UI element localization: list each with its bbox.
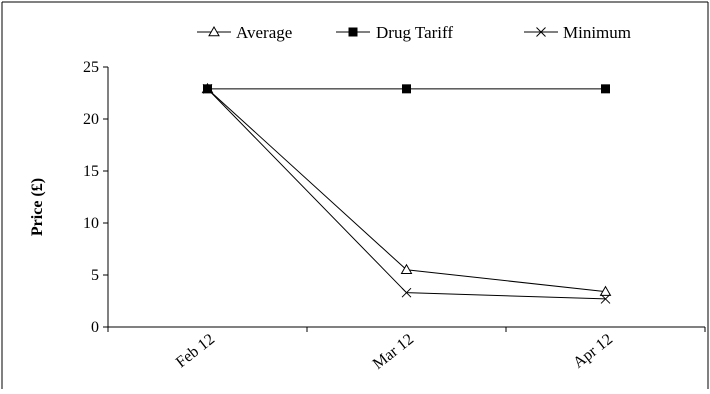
legend-marker-average [208,25,220,37]
legend-marker-minimum [536,27,546,37]
point-average-2 [599,285,612,296]
legend-marker-drug-tariff [348,27,358,37]
y-tick-label-15: 15 [83,163,99,180]
legend-item-drug-tariff: Drug Tariff [336,23,453,42]
point-minimum-1-stroke-b [401,287,412,298]
legend-label-drug-tariff: Drug Tariff [376,23,453,42]
y-tick-label-25: 25 [83,59,99,76]
point-minimum-1 [401,287,412,298]
legend-label-average: Average [236,23,292,42]
legend-item-minimum: Minimum [524,23,631,42]
point-minimum-2-stroke-b [600,294,611,304]
legend-item-average: Average [197,23,292,42]
point-average-1-shape [400,263,413,275]
legend-marker-minimum-stroke-b [536,27,546,37]
legend-label-minimum: Minimum [563,23,631,42]
point-minimum-0-stroke-b [202,83,213,94]
legend-marker-drug-tariff-shape [348,27,358,37]
y-tick-label-0: 0 [91,319,99,336]
y-tick-label-20: 20 [83,111,99,128]
legend-marker-average-shape [208,25,220,37]
point-drug-tariff-1 [402,84,411,94]
y-axis-title: Price (£) [29,178,46,236]
point-minimum-0 [202,83,213,94]
point-average-2-shape [599,285,612,296]
legend: Average Drug Tariff Minimum [197,23,631,42]
point-average-1 [400,263,413,275]
y-tick-label-5: 5 [91,267,99,284]
point-minimum-2 [600,294,611,304]
point-drug-tariff-1-shape [402,84,411,94]
y-tick-label-10: 10 [83,215,99,232]
point-drug-tariff-2-shape [601,84,610,94]
point-drug-tariff-2 [601,84,610,94]
